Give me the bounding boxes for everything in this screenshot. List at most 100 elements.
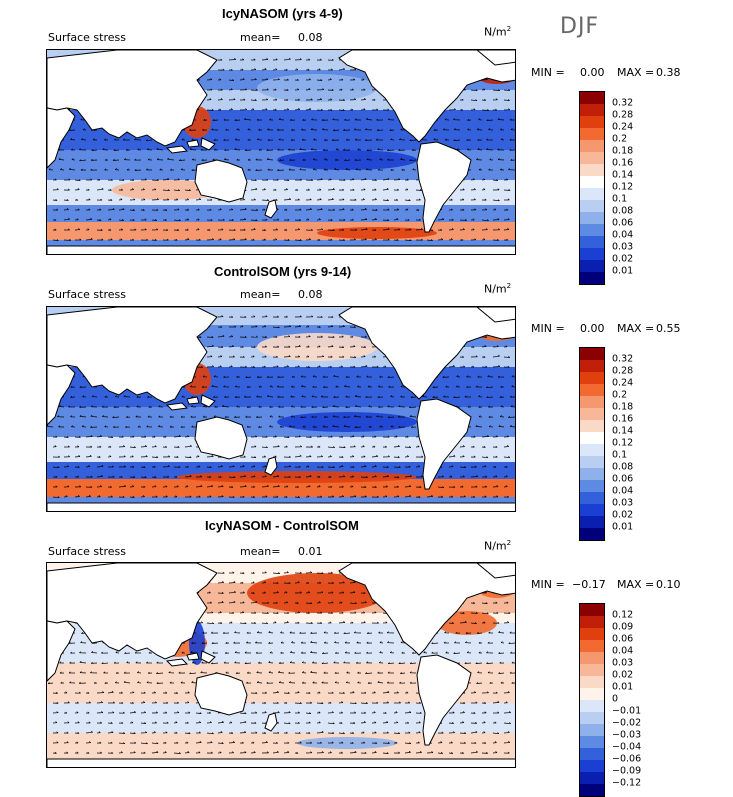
panel-title: ControlSOM (yrs 9-14)	[214, 264, 352, 279]
colorbar-tick-label: 0.18	[612, 401, 634, 413]
colorbar-swatch	[580, 104, 604, 116]
colorbar-tick-label: 0.08	[612, 461, 634, 473]
colorbar-swatch	[580, 140, 604, 152]
min-label: MIN =	[531, 578, 565, 591]
colorbar-swatch	[580, 260, 604, 272]
colorbar-tick-label: −0.12	[612, 777, 642, 789]
colorbar-tick-label: 0.32	[612, 97, 634, 109]
colorbar-tick-label: 0.09	[612, 621, 634, 633]
mean-label: mean=	[240, 545, 281, 558]
stress-map	[46, 306, 516, 512]
panel-title: IcyNASOM (yrs 4-9)	[222, 6, 343, 21]
colorbar-swatch	[580, 468, 604, 480]
colorbar-swatch	[580, 628, 604, 640]
colorbar-tick-label: 0.01	[612, 521, 634, 533]
colorbar-tick-label: 0.14	[612, 169, 634, 181]
colorbar-swatch	[580, 212, 604, 224]
colorbar-tick-label: 0.28	[612, 109, 634, 121]
colorbar-tick-label: −0.06	[612, 753, 642, 765]
colorbar-tick-label: 0.18	[612, 145, 634, 157]
colorbar-swatch	[580, 652, 604, 664]
colorbar-tick-label: 0.04	[612, 229, 634, 241]
colorbar-swatch	[580, 772, 604, 784]
colorbar-tick-label: 0.16	[612, 413, 634, 425]
colorbar-swatch	[580, 188, 604, 200]
stress-map	[46, 49, 516, 255]
colorbar-swatch	[580, 236, 604, 248]
colorbar-swatch	[580, 664, 604, 676]
max-value: 0.38	[656, 66, 681, 79]
colorbar-tick-label: 0	[612, 693, 619, 705]
units-label: N/m2	[484, 539, 512, 553]
colorbar-tick-label: 0.02	[612, 253, 634, 265]
colorbar-tick-label: −0.03	[612, 729, 642, 741]
colorbar-tick-label: 0.01	[612, 265, 634, 277]
colorbar-swatch	[580, 456, 604, 468]
colorbar-tick-label: 0.01	[612, 681, 634, 693]
colorbar-tick-label: 0.03	[612, 657, 634, 669]
max-value: 0.10	[656, 578, 681, 591]
mean-value: 0.01	[298, 545, 323, 558]
colorbar-tick-label: 0.02	[612, 669, 634, 681]
max-label: MAX =	[617, 578, 655, 591]
colorbar-tick-label: −0.01	[612, 705, 642, 717]
colorbar-swatch	[580, 480, 604, 492]
colorbar-swatch	[580, 516, 604, 528]
field-label: Surface stress	[48, 31, 126, 44]
colorbar-swatch	[580, 164, 604, 176]
colorbar-swatch	[580, 724, 604, 736]
colorbar-tick-label: −0.04	[612, 741, 642, 753]
colorbar-tick-label: 0.32	[612, 353, 634, 365]
colorbar-tick-label: 0.08	[612, 205, 634, 217]
mean-label: mean=	[240, 288, 281, 301]
min-value: 0.00	[580, 322, 605, 335]
colorbar-tick-label: 0.06	[612, 217, 634, 229]
colorbar-tick-label: 0.12	[612, 609, 634, 621]
colorbar-tick-label: 0.28	[612, 365, 634, 377]
stress-difference-map	[46, 562, 516, 768]
colorbar-swatch	[580, 748, 604, 760]
colorbar-swatch	[580, 432, 604, 444]
units-label: N/m2	[484, 25, 512, 39]
colorbar-tick-label: 0.12	[612, 181, 634, 193]
field-label: Surface stress	[48, 288, 126, 301]
colorbar-swatch	[580, 176, 604, 188]
mean-value: 0.08	[298, 288, 323, 301]
max-label: MAX =	[617, 322, 655, 335]
max-value: 0.55	[656, 322, 681, 335]
colorbar-swatch	[580, 92, 604, 104]
colorbar-swatch	[580, 492, 604, 504]
colorbar-swatch	[580, 200, 604, 212]
colorbar-tick-label: 0.24	[612, 377, 634, 389]
colorbar-swatch	[580, 640, 604, 652]
colorbar-tick-label: 0.06	[612, 633, 634, 645]
colorbar-tick-label: 0.1	[612, 193, 628, 205]
colorbar-swatch	[580, 152, 604, 164]
colorbar	[579, 91, 605, 285]
colorbar-tick-label: −0.02	[612, 717, 642, 729]
colorbar-swatch	[580, 676, 604, 688]
panel-title: IcyNASOM - ControlSOM	[205, 518, 359, 533]
colorbar-tick-label: 0.06	[612, 473, 634, 485]
colorbar-swatch	[580, 384, 604, 396]
colorbar-swatch	[580, 604, 604, 616]
colorbar-tick-label: 0.12	[612, 437, 634, 449]
colorbar-swatch	[580, 528, 604, 540]
field-label: Surface stress	[48, 545, 126, 558]
min-label: MIN =	[531, 66, 565, 79]
colorbar	[579, 347, 605, 541]
colorbar-swatch	[580, 700, 604, 712]
colorbar-swatch	[580, 408, 604, 420]
colorbar-swatch	[580, 272, 604, 284]
colorbar-tick-label: 0.02	[612, 509, 634, 521]
min-value: −0.17	[572, 578, 606, 591]
colorbar-swatch	[580, 712, 604, 724]
colorbar-swatch	[580, 444, 604, 456]
colorbar-tick-label: 0.1	[612, 449, 628, 461]
colorbar-swatch	[580, 128, 604, 140]
mean-value: 0.08	[298, 31, 323, 44]
colorbar-swatch	[580, 116, 604, 128]
max-label: MAX =	[617, 66, 655, 79]
min-value: 0.00	[580, 66, 605, 79]
colorbar-swatch	[580, 360, 604, 372]
